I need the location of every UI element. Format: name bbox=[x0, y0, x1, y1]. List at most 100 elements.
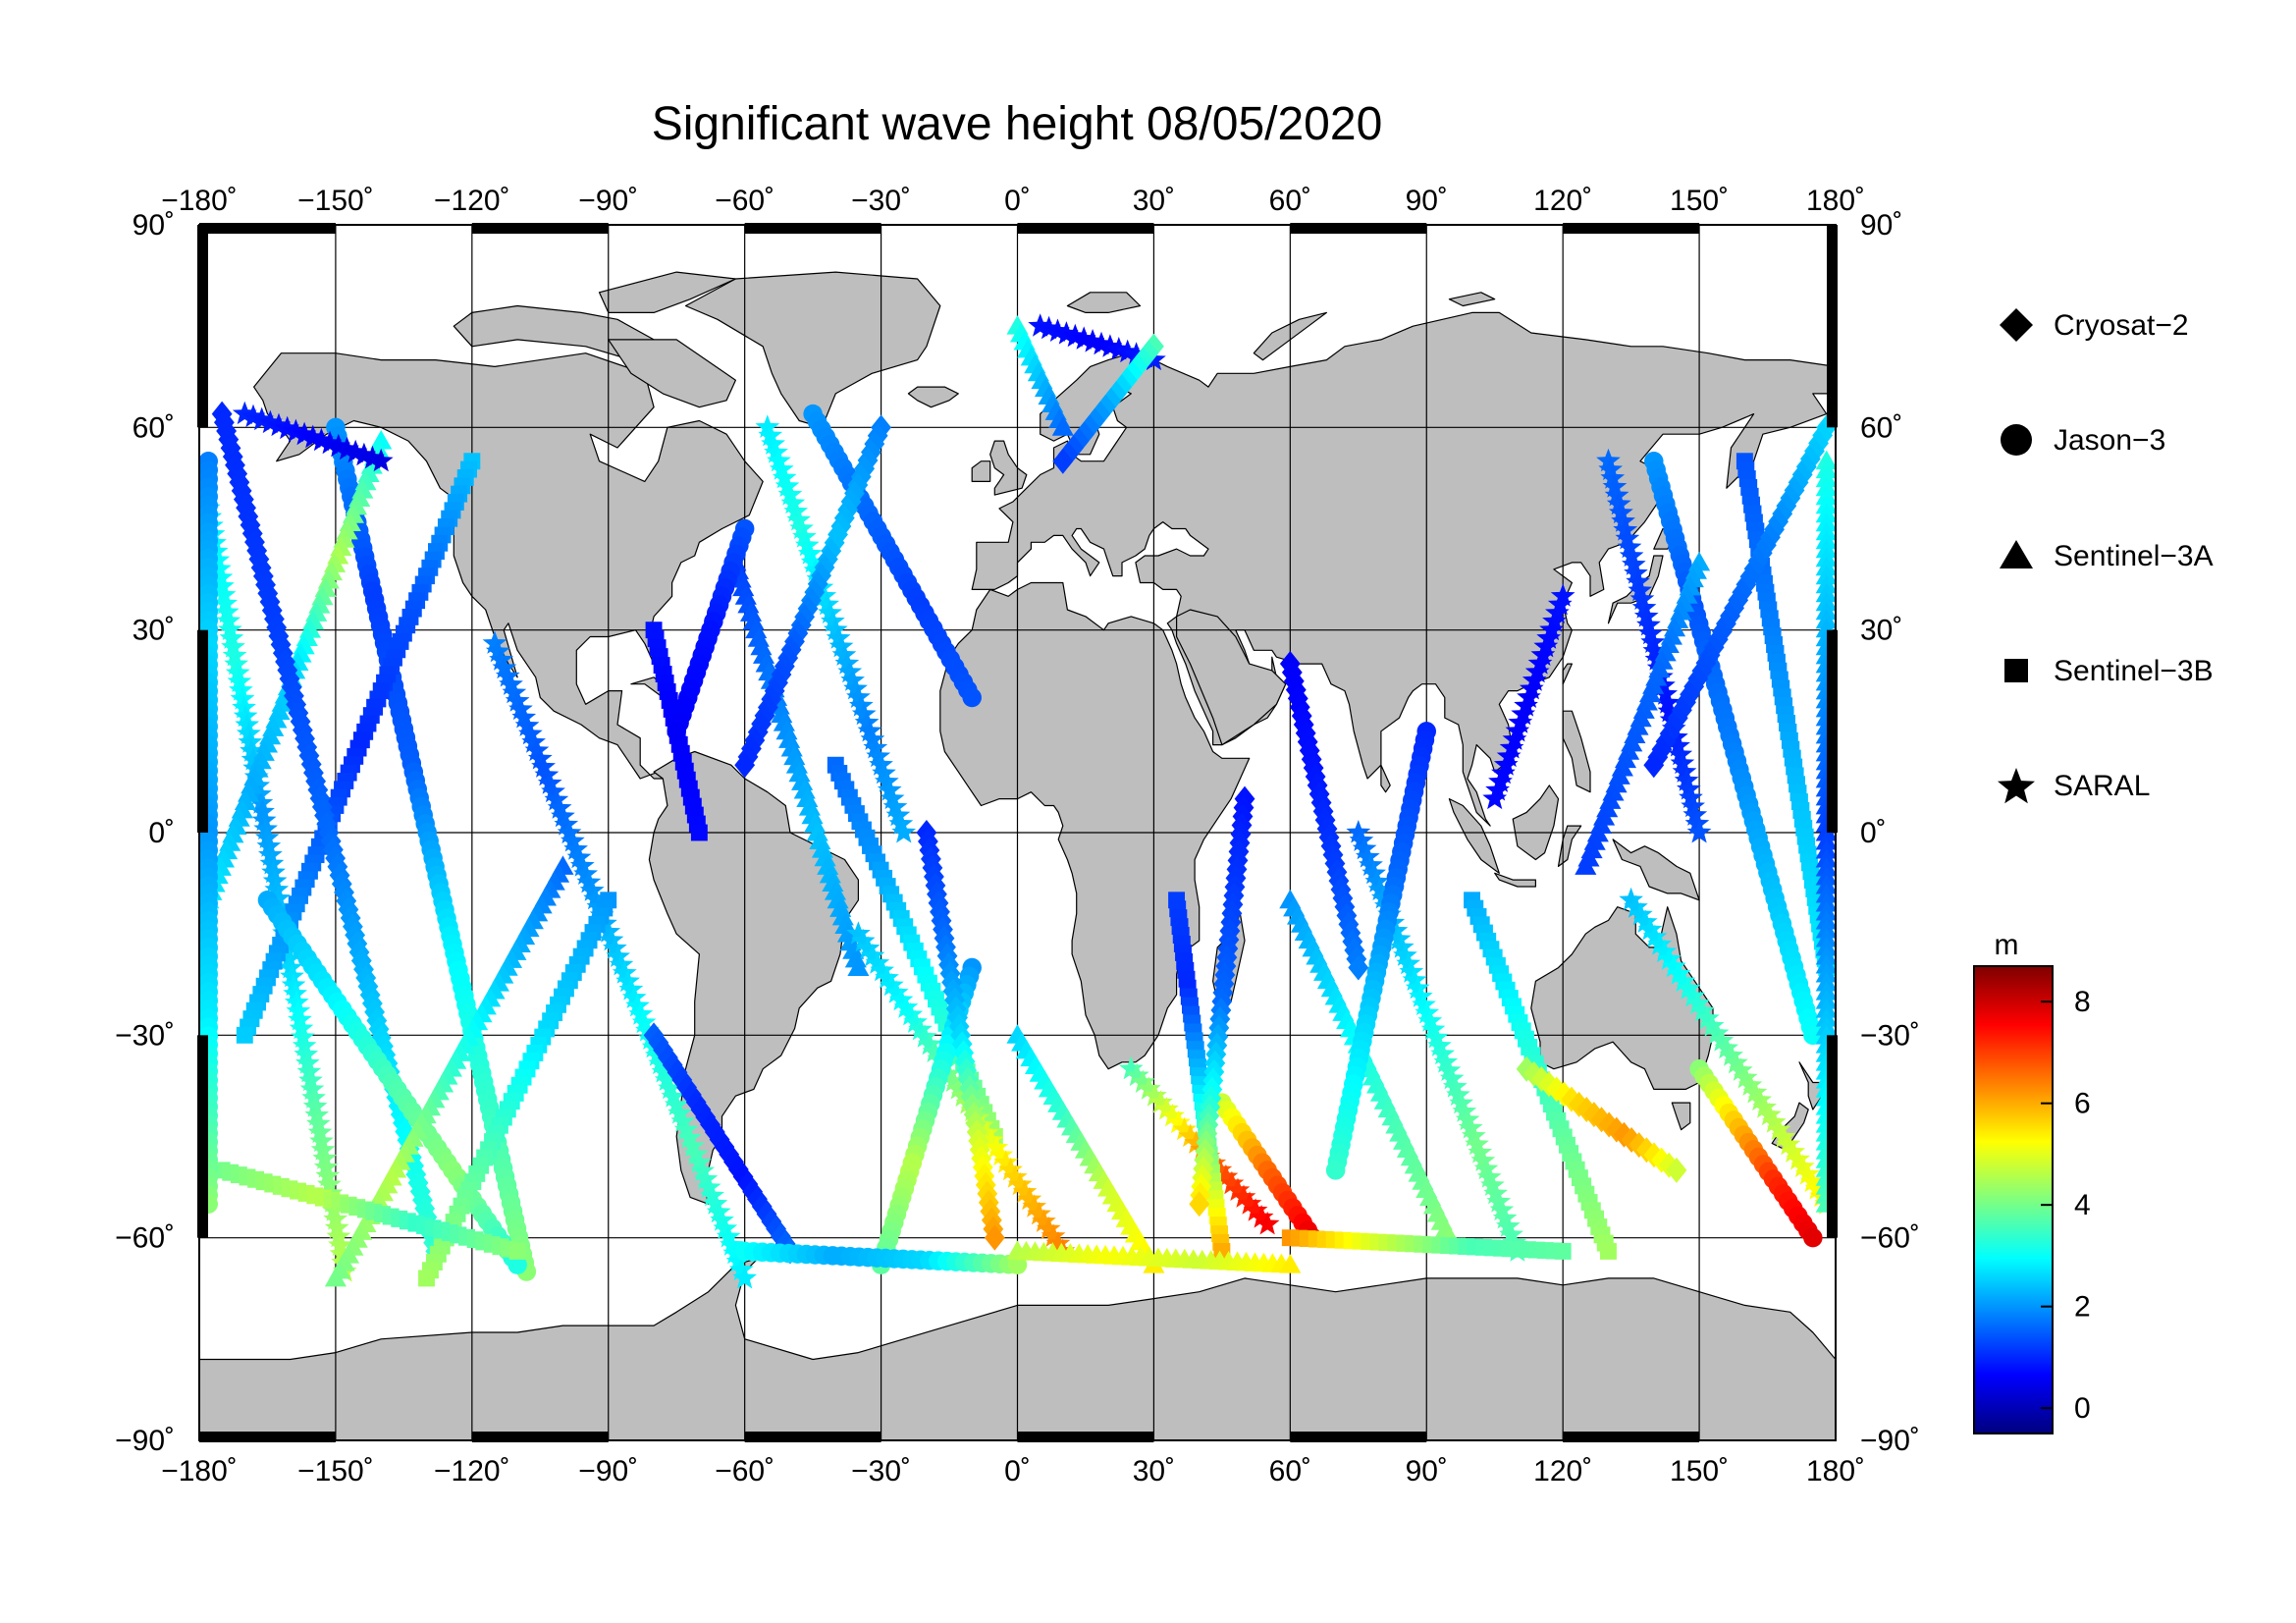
swh-point bbox=[534, 762, 560, 786]
swh-point bbox=[1489, 1197, 1515, 1221]
swh-point bbox=[1815, 910, 1836, 930]
greenland-land bbox=[684, 271, 941, 428]
legend-symbol-triangle bbox=[2000, 540, 2033, 568]
swh-point bbox=[1370, 885, 1396, 909]
swh-point bbox=[875, 769, 899, 792]
lat-tick-label-left: 90˚ bbox=[133, 209, 175, 242]
colorbar-unit-label: m bbox=[1995, 929, 2019, 961]
swh-point bbox=[891, 820, 917, 843]
swh-point bbox=[1695, 1005, 1720, 1030]
swh-point bbox=[1815, 573, 1836, 594]
swh-point bbox=[888, 811, 914, 835]
altimeter-tracks bbox=[199, 313, 1836, 1289]
swh-point bbox=[1815, 485, 1836, 506]
swh-point bbox=[1415, 1000, 1440, 1024]
track-sentinel-3b bbox=[1281, 1229, 1572, 1260]
swh-point bbox=[1279, 1254, 1302, 1273]
swh-point bbox=[800, 549, 826, 573]
swh-point bbox=[232, 401, 257, 425]
swh-point bbox=[1815, 874, 1836, 894]
axis-tick-labels: −180˚ −180˚ −150˚ −150˚ −120˚ −120˚ −90˚ −90˚ −6… bbox=[115, 185, 1920, 1488]
frame-bar-bottom bbox=[1290, 1432, 1427, 1442]
swh-point bbox=[1804, 1176, 1830, 1200]
swh-point bbox=[870, 957, 894, 982]
colorbar-tick-label: 6 bbox=[2074, 1088, 2091, 1120]
swh-point bbox=[1356, 844, 1380, 868]
swh-point bbox=[1657, 698, 1682, 723]
swh-point bbox=[713, 1216, 738, 1240]
swh-point bbox=[1803, 1227, 1823, 1248]
swh-point bbox=[883, 980, 909, 1003]
swh-point bbox=[1243, 1198, 1268, 1221]
frame-bar-right bbox=[1827, 1035, 1838, 1238]
swh-point bbox=[1804, 438, 1825, 464]
swh-point bbox=[922, 1039, 947, 1062]
track-cryosat-2 bbox=[734, 414, 891, 779]
swh-point bbox=[1496, 1214, 1521, 1237]
swh-point bbox=[945, 1076, 971, 1100]
swh-point bbox=[1671, 968, 1696, 993]
lon-tick-label-bottom: −60˚ bbox=[715, 1455, 774, 1488]
swh-point bbox=[214, 599, 240, 623]
swh-point bbox=[984, 1135, 1009, 1159]
swh-point bbox=[328, 1232, 352, 1257]
swh-point bbox=[1815, 529, 1836, 550]
swh-point bbox=[224, 651, 248, 676]
swh-point bbox=[1462, 1123, 1486, 1147]
track-cryosat-2 bbox=[916, 820, 1005, 1251]
swh-point bbox=[1420, 1016, 1446, 1041]
lon-tick-label-top: −180˚ bbox=[161, 185, 238, 217]
swh-point bbox=[690, 824, 708, 841]
swh-point bbox=[1636, 612, 1661, 636]
swh-point bbox=[1546, 1076, 1568, 1103]
swh-point bbox=[1596, 448, 1621, 472]
swh-point bbox=[821, 609, 845, 632]
swh-point bbox=[1359, 852, 1383, 876]
swh-point bbox=[1815, 981, 1836, 1001]
track-jason-3 bbox=[1644, 451, 1823, 1046]
swh-point bbox=[1672, 759, 1697, 783]
swh-point bbox=[225, 660, 250, 684]
swh-point bbox=[683, 1142, 709, 1165]
swh-point bbox=[673, 1116, 699, 1141]
swh-point bbox=[1476, 1164, 1502, 1188]
swh-point bbox=[579, 878, 605, 901]
swh-point bbox=[664, 1092, 689, 1116]
swh-point bbox=[343, 439, 368, 463]
swh-point bbox=[1090, 401, 1111, 427]
swh-point bbox=[1663, 713, 1684, 739]
swh-point bbox=[300, 424, 326, 449]
swh-point bbox=[1352, 836, 1377, 860]
swh-point bbox=[505, 688, 530, 712]
lon-tick-label-top: 90˚ bbox=[1406, 185, 1448, 217]
sri-lanka-land bbox=[1380, 764, 1391, 793]
swh-point bbox=[1325, 1161, 1346, 1180]
swh-point bbox=[774, 473, 800, 497]
swh-point bbox=[563, 837, 588, 860]
swh-point bbox=[1003, 1164, 1028, 1188]
swh-point bbox=[1045, 1230, 1071, 1255]
swh-point bbox=[1691, 658, 1713, 684]
swh-point bbox=[860, 727, 885, 750]
swh-point bbox=[1486, 1189, 1512, 1213]
swh-point bbox=[599, 927, 624, 951]
swh-point bbox=[1652, 939, 1677, 963]
swh-point bbox=[1470, 1148, 1496, 1171]
swh-point bbox=[302, 1094, 328, 1117]
swh-point bbox=[1662, 953, 1686, 978]
swh-point bbox=[615, 968, 640, 993]
swh-point bbox=[1631, 595, 1657, 619]
legend-label: Sentinel−3B bbox=[2054, 655, 2214, 687]
swh-point bbox=[631, 1009, 657, 1034]
lon-tick-label-top: −90˚ bbox=[578, 185, 638, 217]
swh-point bbox=[1124, 1062, 1149, 1087]
swh-point bbox=[1611, 509, 1635, 532]
lat-tick-label-right: 90˚ bbox=[1860, 209, 1902, 242]
lon-tick-label-top: −150˚ bbox=[297, 185, 374, 217]
swh-point bbox=[1452, 1099, 1477, 1122]
swh-point bbox=[1670, 750, 1695, 775]
swh-point bbox=[764, 440, 788, 463]
swh-point bbox=[670, 1109, 696, 1132]
swh-point bbox=[761, 431, 785, 455]
swh-point bbox=[1815, 865, 1836, 886]
